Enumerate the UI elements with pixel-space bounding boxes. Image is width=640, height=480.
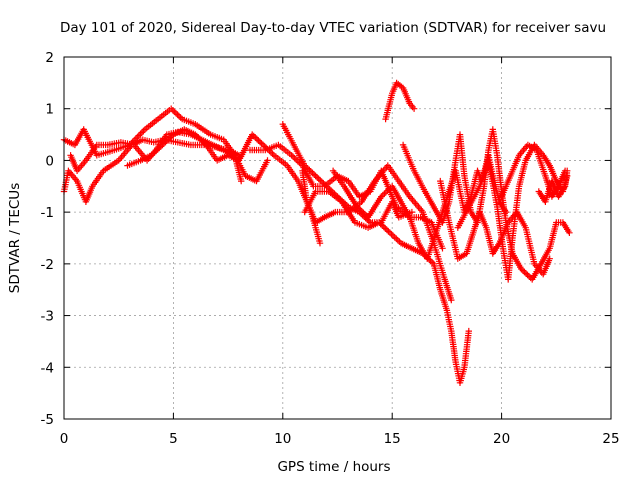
plot-frame — [63, 56, 612, 420]
series-t15 — [535, 167, 571, 205]
y-tick-label: -3 — [41, 309, 54, 325]
data-point-markers — [329, 152, 510, 262]
data-point-markers — [301, 188, 472, 386]
series-t8 — [301, 188, 472, 386]
x-tick-label: 15 — [384, 431, 401, 447]
series-t12 — [437, 177, 553, 278]
data-point-markers — [454, 141, 571, 283]
y-axis-label: SDTVAR / TECUs — [7, 183, 23, 293]
x-tick-label: 25 — [602, 431, 619, 447]
data-point-markers — [535, 167, 571, 205]
data-points — [60, 79, 573, 386]
series-t9 — [329, 152, 510, 262]
x-axis-label: GPS time / hours — [277, 459, 390, 475]
x-tick-label: 5 — [169, 431, 178, 447]
y-tick-label: 0 — [45, 153, 54, 169]
x-tick-label: 10 — [274, 431, 291, 447]
series-t14 — [498, 141, 569, 200]
y-tick-label: 1 — [45, 102, 54, 118]
data-point-markers — [498, 141, 569, 200]
series-t10 — [382, 79, 418, 123]
series-t13 — [454, 141, 571, 283]
y-tick-label: -1 — [41, 205, 54, 221]
y-tick-label: -2 — [41, 257, 54, 273]
x-tick-label: 20 — [493, 431, 510, 447]
chart-title: Day 101 of 2020, Sidereal Day-to-day VTE… — [60, 20, 606, 36]
x-tick-label: 0 — [60, 431, 69, 447]
y-tick-label: -4 — [41, 360, 54, 376]
data-point-markers — [437, 177, 553, 278]
data-point-markers — [382, 79, 418, 123]
ticks: 0 5 10 15 20 25 -5 -4 -3 -2 -1 0 1 2 — [41, 50, 620, 447]
y-tick-label: 2 — [45, 50, 54, 66]
y-tick-label: -5 — [41, 412, 54, 428]
